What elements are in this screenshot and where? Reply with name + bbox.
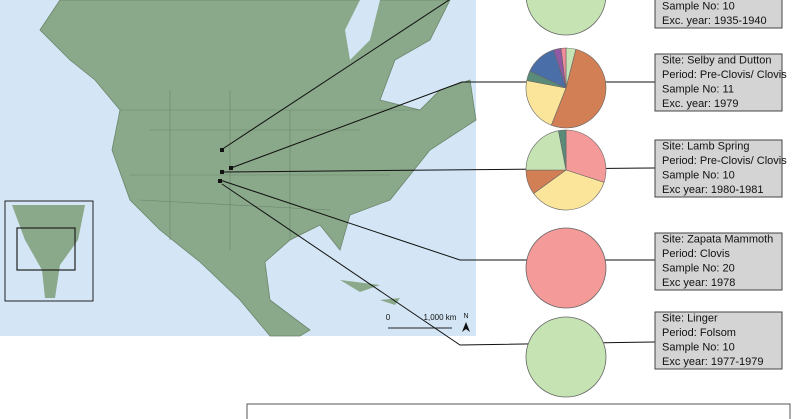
connector	[220, 0, 450, 151]
north-arrow	[462, 322, 470, 332]
info-box	[654, 53, 783, 112]
info-box	[654, 311, 783, 370]
scale-label: 1,000 km	[424, 313, 457, 322]
info-line: Exc year: 1978	[662, 277, 735, 289]
pie-slice	[533, 169, 605, 211]
info-line: Period: Folsom	[662, 327, 736, 339]
pie-slice	[525, 0, 607, 36]
info-line: Exc. year: 1979	[662, 98, 738, 110]
info-box	[654, 0, 783, 29]
info-box	[654, 139, 783, 198]
info-line: Site: Linger	[662, 312, 718, 324]
info-line: Site: Lamb Spring	[662, 140, 749, 152]
land	[39, 0, 477, 337]
info-line: Period: Pre-Clovis/ Clovis	[662, 155, 787, 167]
site-point	[218, 179, 222, 183]
pie-slice	[550, 48, 607, 129]
pie-slice	[525, 130, 567, 171]
pie-slice	[525, 80, 567, 126]
pie-slice	[525, 316, 607, 398]
pie-slice	[558, 129, 567, 171]
info-line: Exc. year: 1935-1940	[662, 15, 767, 27]
info-line: Period: Clovis	[662, 248, 730, 260]
hudson-bay	[345, 0, 380, 60]
info-line: Site: Selby and Dutton	[662, 54, 771, 66]
scale-label: 0	[386, 313, 391, 322]
legend-box	[246, 403, 791, 419]
site-point	[220, 148, 224, 152]
info-line: Sample No: 10	[662, 341, 735, 353]
pie-slice	[560, 47, 567, 89]
north-label: N	[463, 313, 468, 320]
info-line: Sample No: 20	[662, 262, 735, 274]
inset-frame	[16, 227, 76, 271]
caribbean	[340, 280, 400, 305]
info-line: Sample No: 10	[662, 169, 735, 181]
info-line: Exc year: 1980-1981	[662, 184, 764, 196]
site-point	[229, 166, 233, 170]
info-line: Period: Pre-Clovis/ Clovis	[662, 69, 787, 81]
info-box	[654, 232, 783, 291]
site-point	[220, 170, 224, 174]
info-line: Site: Zapata Mammoth	[662, 233, 773, 245]
info-line: Sample No: 10	[662, 0, 735, 12]
pie-slice	[565, 129, 607, 183]
pie-slice	[525, 227, 607, 309]
info-line: Exc year: 1977-1979	[662, 356, 764, 368]
info-line: Sample No: 11	[662, 83, 734, 95]
